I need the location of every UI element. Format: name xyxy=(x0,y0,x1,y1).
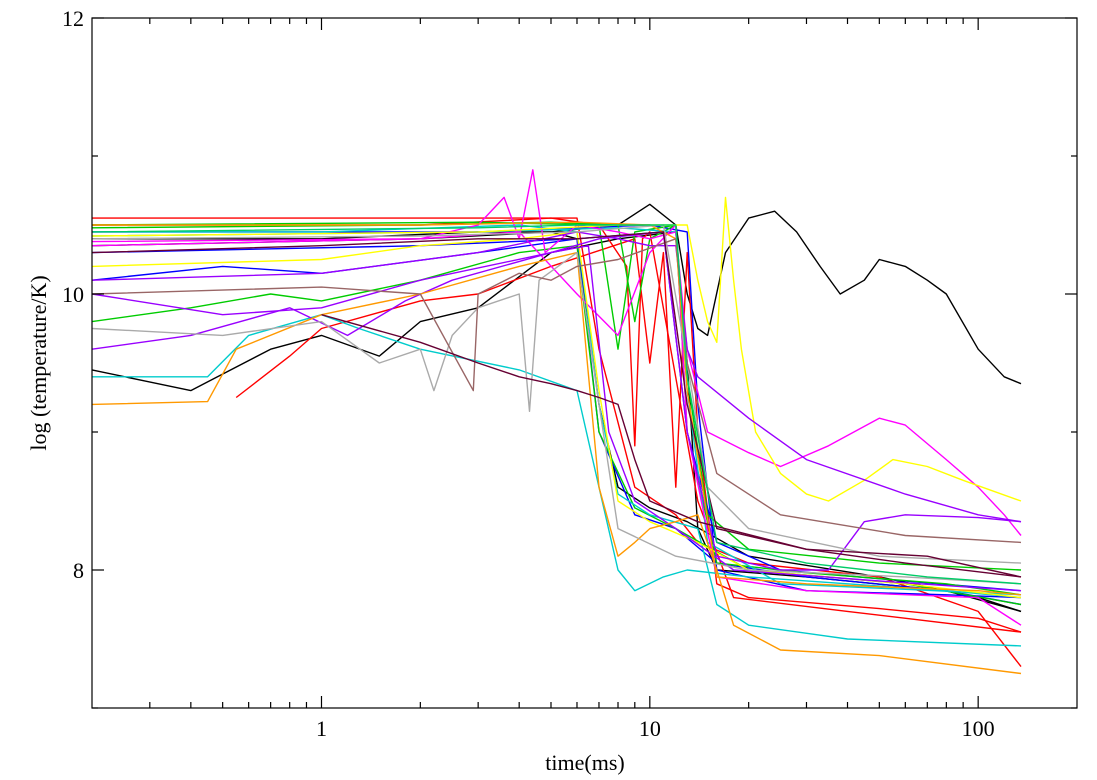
y-tick-label: 12 xyxy=(62,6,84,31)
series-line-19 xyxy=(91,231,1022,599)
series-line-7 xyxy=(91,238,1022,606)
series-line-16 xyxy=(91,169,1022,536)
series-line-18 xyxy=(91,196,1022,502)
y-tick-label: 10 xyxy=(62,282,84,307)
x-tick-label: 1 xyxy=(316,716,327,741)
series-line-25 xyxy=(91,251,1022,585)
series-line-17 xyxy=(91,224,1022,626)
y-tick-label: 8 xyxy=(73,558,84,583)
series-line-13 xyxy=(92,224,1022,647)
x-tick-label: 10 xyxy=(639,716,661,741)
series-line-28 xyxy=(91,231,1022,578)
plot-frame xyxy=(91,17,1078,709)
series-line-6 xyxy=(92,217,1022,633)
series-layer xyxy=(91,169,1022,675)
x-axis-label: time(ms) xyxy=(545,750,624,775)
series-line-24 xyxy=(92,221,1022,596)
tick-layer: 1 10 100 8 10 12 xyxy=(62,6,1077,741)
series-line-5 xyxy=(235,238,1022,633)
series-line-23 xyxy=(91,251,1022,675)
series-line-30 xyxy=(91,224,1022,585)
series-line-29 xyxy=(321,314,1022,578)
y-axis-label: log (temperature/K) xyxy=(26,275,51,450)
x-tick-label: 100 xyxy=(962,716,995,741)
series-line-22 xyxy=(91,245,1022,592)
series-line-27 xyxy=(91,238,1022,544)
